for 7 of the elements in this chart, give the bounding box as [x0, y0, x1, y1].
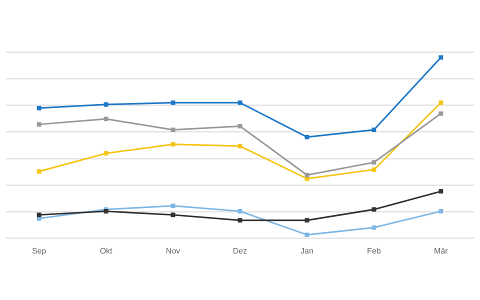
x-tick-label: Jan: [300, 246, 314, 256]
x-tick-label: Nov: [166, 246, 180, 256]
x-tick-label: Dez: [232, 246, 248, 256]
x-tick-label: Feb: [367, 246, 382, 256]
x-tick-label: Mär: [434, 246, 448, 256]
x-tick-label: Okt: [100, 246, 114, 256]
x-tick-label: Sep: [32, 246, 47, 256]
